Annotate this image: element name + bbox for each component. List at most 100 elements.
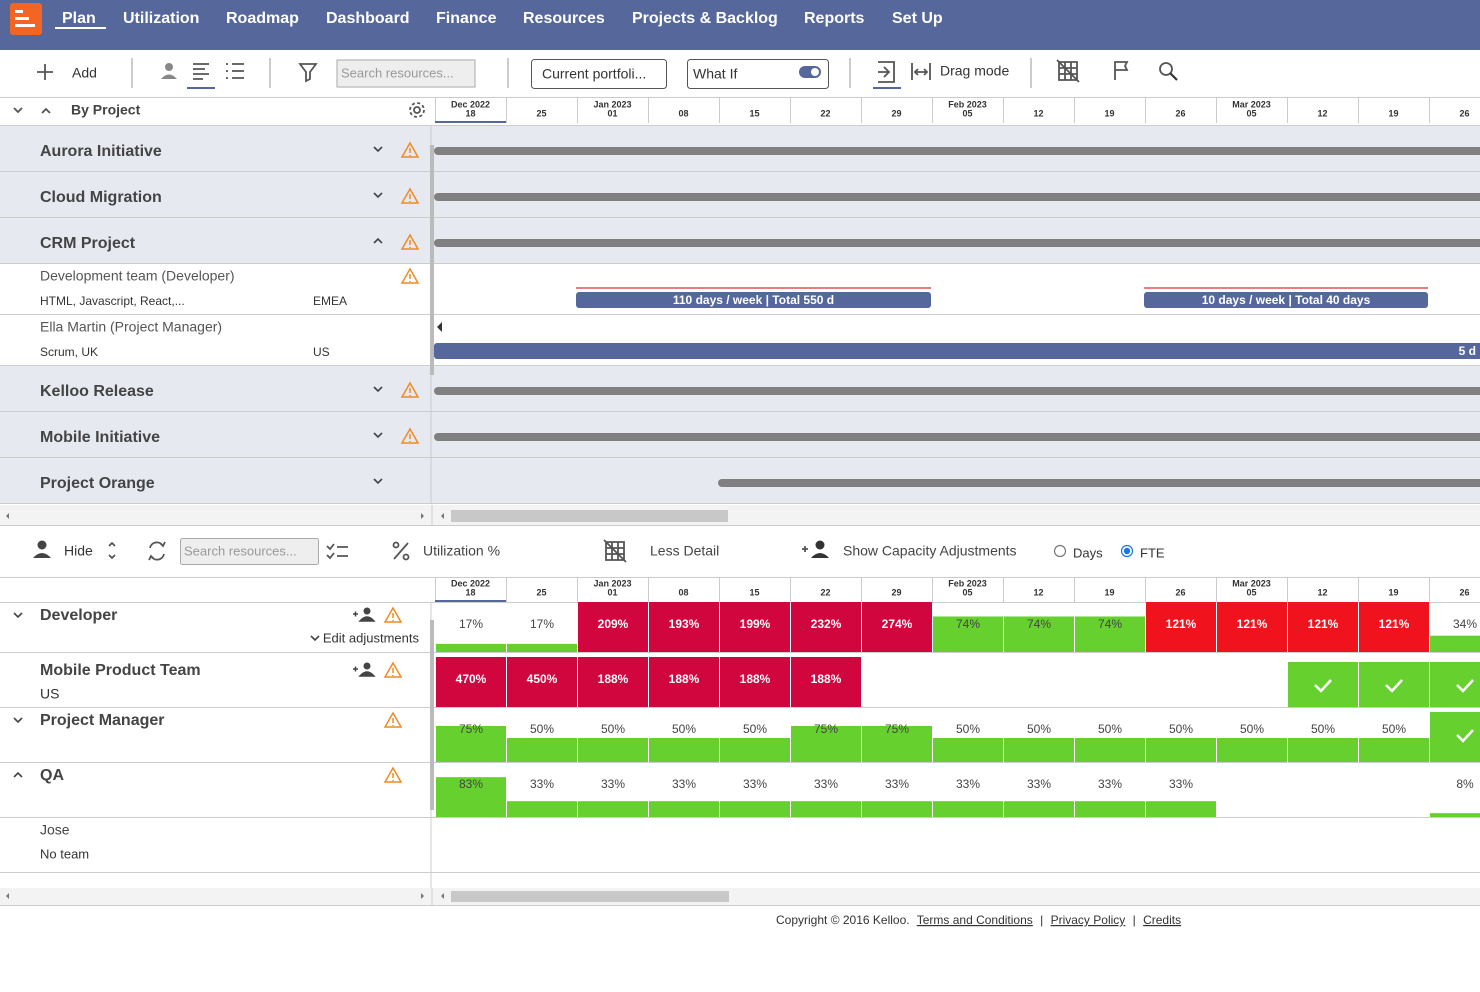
settings-icon[interactable]	[409, 102, 425, 118]
utilization-bar[interactable]	[1004, 616, 1074, 652]
scrollbar-h[interactable]	[0, 505, 1480, 525]
nav-item[interactable]: Finance	[436, 10, 497, 27]
expand-icon[interactable]	[108, 541, 116, 560]
add-button[interactable]: Add	[72, 65, 97, 81]
unit-label[interactable]: Days	[1073, 545, 1103, 560]
utilization-cell[interactable]	[1146, 602, 1216, 652]
nav-item[interactable]: Projects & Backlog	[632, 10, 778, 27]
chevron[interactable]	[373, 237, 383, 244]
filter-icon[interactable]	[298, 63, 318, 83]
utilization-cell[interactable]	[1359, 662, 1429, 707]
detail-icon[interactable]	[603, 539, 627, 563]
utilization-mode[interactable]: Utilization %	[423, 543, 500, 559]
warning-icon[interactable]	[400, 233, 420, 250]
project-name[interactable]: Mobile Initiative	[40, 429, 160, 446]
utilization-bar[interactable]	[862, 726, 932, 762]
nav-item[interactable]: Utilization	[123, 10, 199, 27]
hide-button[interactable]: Hide	[64, 543, 93, 559]
utilization-cell[interactable]	[649, 602, 719, 652]
utilization-bar[interactable]	[720, 738, 790, 762]
nav-item[interactable]: Set Up	[892, 10, 943, 27]
utilization-bar[interactable]	[649, 801, 719, 817]
drag-mode-label[interactable]: Drag mode	[940, 63, 1009, 79]
allocation-bar[interactable]	[576, 292, 931, 308]
chevron[interactable]	[13, 771, 23, 778]
team-name[interactable]: Mobile Product Team	[40, 662, 201, 679]
chevron[interactable]	[13, 717, 23, 724]
person-view-icon[interactable]	[161, 63, 177, 79]
footer-link[interactable]: Terms and Conditions	[917, 913, 1033, 927]
hide-icon[interactable]	[33, 540, 51, 559]
collapse-icons[interactable]	[13, 107, 51, 114]
utilization-cell[interactable]	[720, 657, 790, 707]
utilization-bar[interactable]	[1004, 738, 1074, 762]
grid-toggle-icon[interactable]	[1056, 59, 1080, 83]
chevron[interactable]	[373, 192, 383, 199]
utilization-cell[interactable]	[791, 602, 861, 652]
project-name[interactable]: CRM Project	[40, 235, 136, 252]
resource-name[interactable]: Development team (Developer)	[40, 268, 235, 284]
warning-icon[interactable]	[400, 381, 420, 398]
footer-link[interactable]: Privacy Policy	[1051, 913, 1126, 927]
portfolio-select[interactable]	[531, 59, 667, 89]
warning-icon[interactable]	[400, 187, 420, 204]
utilization-cell[interactable]	[1288, 602, 1358, 652]
scrollbar-v[interactable]	[430, 145, 434, 375]
warning-icon[interactable]	[400, 427, 420, 444]
utilization-bar[interactable]	[507, 801, 577, 817]
utilization-bar[interactable]	[436, 777, 506, 817]
warning-icon[interactable]	[383, 711, 403, 728]
utilization-bar[interactable]	[933, 616, 1003, 652]
nav-item[interactable]: Resources	[523, 10, 605, 27]
list-view-icon[interactable]	[226, 63, 244, 79]
logo[interactable]	[10, 3, 42, 35]
utilization-bar[interactable]	[933, 738, 1003, 762]
scrollbar-v[interactable]	[430, 620, 434, 810]
add-person-icon[interactable]	[363, 662, 371, 670]
warning-icon[interactable]	[400, 141, 420, 158]
utilization-cell[interactable]	[649, 657, 719, 707]
utilization-bar[interactable]	[1430, 635, 1480, 652]
percent-icon[interactable]	[392, 541, 410, 561]
chevron[interactable]	[373, 386, 383, 393]
utilization-cell[interactable]	[1359, 602, 1429, 652]
utilization-cell[interactable]	[1430, 712, 1480, 762]
refresh-icon[interactable]	[148, 541, 166, 561]
project-name[interactable]: Cloud Migration	[40, 189, 162, 206]
add-person-icon[interactable]	[353, 611, 376, 622]
warning-icon[interactable]	[383, 766, 403, 783]
utilization-bar[interactable]	[862, 801, 932, 817]
what-if-box[interactable]	[687, 59, 829, 89]
project-name[interactable]: Aurora Initiative	[40, 143, 162, 160]
gantt-view-icon[interactable]	[187, 63, 215, 89]
team-name[interactable]: QA	[40, 767, 64, 784]
utilization-bar[interactable]	[507, 738, 577, 762]
utilization-bar[interactable]	[1146, 801, 1216, 817]
checklist-icon[interactable]	[326, 543, 348, 560]
nav-item[interactable]: Dashboard	[326, 10, 410, 27]
utilization-bar[interactable]	[720, 801, 790, 817]
warning-icon[interactable]	[383, 606, 403, 623]
utilization-bar[interactable]	[649, 738, 719, 762]
flag-icon[interactable]	[1114, 61, 1129, 80]
chevron[interactable]	[373, 432, 383, 439]
less-detail-button[interactable]: Less Detail	[650, 543, 719, 559]
allocation-bar[interactable]	[1144, 292, 1428, 308]
utilization-cell[interactable]	[862, 602, 932, 652]
chevron[interactable]	[13, 612, 23, 619]
utilization-bar[interactable]	[1075, 738, 1145, 762]
resize-icon[interactable]	[911, 63, 931, 80]
member-name[interactable]: Jose	[40, 822, 70, 838]
capacity-toggle[interactable]: Show Capacity Adjustments	[843, 543, 1017, 559]
add-person-icon[interactable]	[363, 607, 371, 615]
team-name[interactable]: Project Manager	[40, 712, 164, 729]
edit-adjustments[interactable]: Edit adjustments	[323, 630, 420, 645]
utilization-cell[interactable]	[720, 602, 790, 652]
nav-item[interactable]: Plan	[62, 10, 96, 27]
radio[interactable]	[1053, 544, 1067, 558]
chevron[interactable]	[373, 478, 383, 485]
add-person-icon[interactable]	[353, 666, 376, 677]
capacity-icon[interactable]	[802, 540, 829, 559]
allocation-bar[interactable]	[434, 343, 1480, 359]
nav-item[interactable]: Roadmap	[226, 10, 299, 27]
